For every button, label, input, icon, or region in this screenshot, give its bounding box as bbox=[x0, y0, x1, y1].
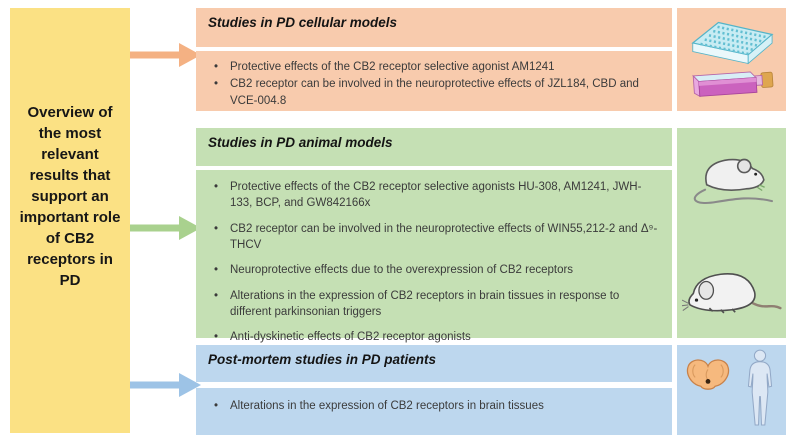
human-body-icon bbox=[747, 349, 772, 426]
section-title: Post-mortem studies in PD patients bbox=[208, 352, 437, 367]
overview-text: Overview of the most relevant results th… bbox=[19, 104, 121, 289]
arrow-to-postmortem-studies bbox=[130, 373, 201, 397]
arrow-to-cellular-studies bbox=[130, 43, 201, 67]
section-header-postmortem: Post-mortem studies in PD patients bbox=[196, 345, 672, 382]
microplate-icon bbox=[690, 21, 773, 65]
bullet-item: Alterations in the expression of CB2 rec… bbox=[208, 288, 662, 321]
bullet-item: Alterations in the expression of CB2 rec… bbox=[208, 398, 662, 415]
section-header-animal: Studies in PD animal models bbox=[196, 128, 672, 166]
overview-box: Overview of the most relevant results th… bbox=[10, 8, 130, 433]
section-title: Studies in PD cellular models bbox=[208, 15, 398, 30]
bullet-item: Protective effects of the CB2 receptor s… bbox=[208, 179, 662, 212]
arrow-to-animal-studies bbox=[130, 216, 201, 240]
section-bullets-cellular: Protective effects of the CB2 receptor s… bbox=[196, 51, 672, 111]
bullet-item: Protective effects of the CB2 receptor s… bbox=[208, 59, 662, 76]
section-title: Studies in PD animal models bbox=[208, 135, 393, 150]
icon-panel-animal bbox=[677, 128, 786, 338]
bullet-item: CB2 receptor can be involved in the neur… bbox=[208, 221, 662, 254]
culture-flask-icon bbox=[691, 71, 773, 97]
section-bullets-postmortem: Alterations in the expression of CB2 rec… bbox=[196, 388, 672, 435]
bullet-item: CB2 receptor can be involved in the neur… bbox=[208, 76, 662, 109]
section-header-cellular: Studies in PD cellular models bbox=[196, 8, 672, 47]
brain-section-icon bbox=[686, 359, 729, 390]
icon-panel-cellular bbox=[677, 8, 786, 111]
section-bullets-animal: Protective effects of the CB2 receptor s… bbox=[196, 170, 672, 346]
bullet-item: Neuroprotective effects due to the overe… bbox=[208, 262, 662, 279]
bullet-item: Anti-dyskinetic effects of CB2 receptor … bbox=[208, 329, 662, 346]
mouse-icon bbox=[693, 158, 773, 204]
rat-icon bbox=[681, 273, 782, 314]
icon-panel-postmortem bbox=[677, 345, 786, 435]
